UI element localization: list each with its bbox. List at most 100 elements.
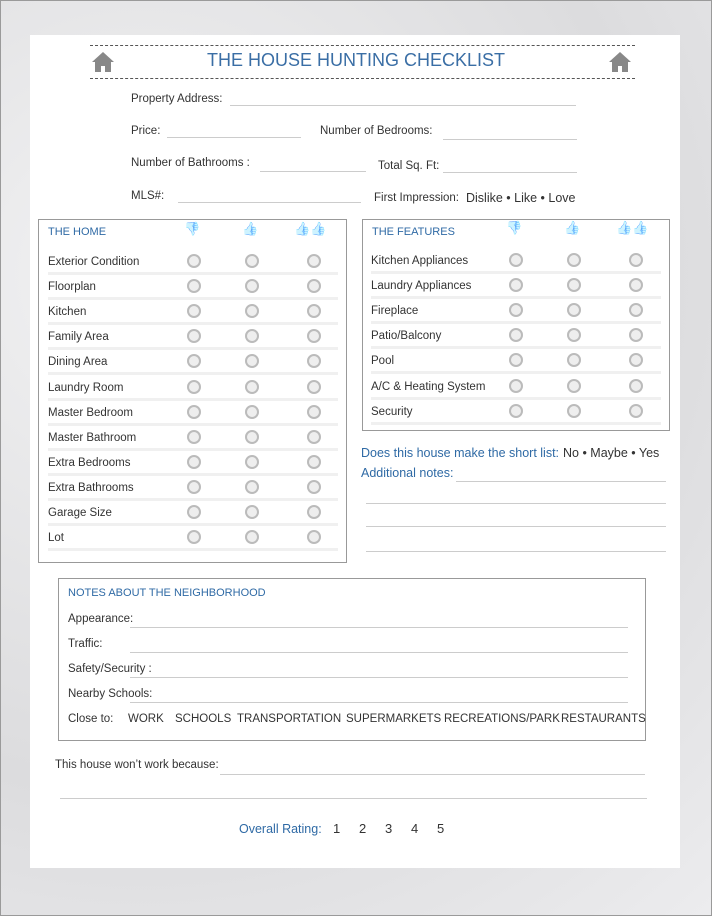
rating-radio[interactable] (509, 403, 523, 418)
rating-radio[interactable] (567, 278, 581, 293)
rating-radio[interactable] (187, 429, 201, 444)
neighborhood-section (58, 578, 646, 741)
rating-radio[interactable] (187, 279, 201, 294)
rating-radio[interactable] (307, 429, 321, 444)
rating-radio[interactable] (307, 479, 321, 494)
mls-label: MLS#: (131, 190, 165, 202)
rating-radio[interactable] (307, 279, 321, 294)
row-divider (48, 297, 338, 301)
rating-radio[interactable] (629, 378, 643, 393)
rating-radio[interactable] (307, 505, 321, 519)
rating-radio[interactable] (307, 404, 321, 419)
close-to-option[interactable]: RESTAURANTS (561, 713, 646, 725)
neighborhood-field[interactable] (130, 652, 628, 653)
rating-radio[interactable] (567, 403, 581, 418)
rating-radio[interactable] (245, 530, 259, 545)
item-label: Extra Bedrooms (48, 456, 131, 469)
rating-radio[interactable] (307, 354, 321, 369)
rating-radio[interactable] (187, 454, 201, 469)
rating-option[interactable]: 1 (333, 821, 341, 836)
rating-radio[interactable] (509, 303, 523, 318)
rating-radio[interactable] (245, 379, 259, 394)
rating-radio[interactable] (245, 429, 259, 444)
neighborhood-field[interactable] (130, 702, 628, 703)
price-field[interactable] (167, 137, 301, 138)
rating-radio[interactable] (187, 479, 201, 494)
rating-radio[interactable] (567, 328, 581, 343)
row-divider (371, 321, 661, 325)
rating-radio[interactable] (187, 404, 201, 419)
rating-radio[interactable] (187, 505, 201, 519)
item-label: Kitchen (48, 306, 87, 319)
rating-radio[interactable] (307, 530, 321, 545)
notes-field[interactable] (456, 481, 666, 482)
price-label: Price: (131, 125, 161, 137)
bedrooms-field[interactable] (443, 139, 577, 140)
rating-radio[interactable] (307, 254, 321, 268)
rating-radio[interactable] (509, 378, 523, 393)
rating-radio[interactable] (187, 329, 201, 344)
rating-radio[interactable] (307, 379, 321, 394)
notes-field[interactable] (366, 526, 666, 527)
address-field[interactable] (230, 105, 576, 106)
bathrooms-field[interactable] (260, 171, 366, 172)
rating-option[interactable]: 4 (411, 821, 419, 836)
rating-radio[interactable] (245, 505, 259, 519)
rating-radio[interactable] (567, 303, 581, 318)
rating-radio[interactable] (245, 404, 259, 419)
house-icon (92, 52, 114, 72)
close-to-option[interactable]: TRANSPORTATION (237, 713, 342, 725)
rating-radio[interactable] (509, 278, 523, 293)
rating-radio[interactable] (509, 353, 523, 368)
wont-work-field[interactable] (220, 774, 645, 775)
rating-option[interactable]: 5 (437, 821, 445, 836)
rating-radio[interactable] (245, 479, 259, 494)
features-title: THE FEATURES (372, 226, 455, 238)
close-to-label: Close to: (68, 713, 114, 725)
neighborhood-field[interactable] (130, 677, 628, 678)
rating-radio[interactable] (245, 454, 259, 469)
rating-option[interactable]: 2 (359, 821, 367, 836)
rating-radio[interactable] (567, 378, 581, 393)
notes-field[interactable] (366, 551, 666, 552)
close-to-option[interactable]: RECREATIONS/PARK (444, 713, 560, 725)
row-divider (48, 523, 338, 526)
shortlist-options[interactable]: No • Maybe • Yes (563, 446, 660, 460)
neighborhood-field[interactable] (130, 627, 628, 628)
rating-radio[interactable] (245, 304, 259, 319)
rating-radio[interactable] (245, 254, 259, 268)
impression-options[interactable]: Dislike • Like • Love (466, 191, 576, 205)
rating-radio[interactable] (307, 454, 321, 469)
rating-radio[interactable] (307, 329, 321, 344)
rating-radio[interactable] (629, 253, 643, 267)
notes-field[interactable] (366, 503, 666, 504)
rating-radio[interactable] (187, 379, 201, 394)
rating-radio[interactable] (567, 353, 581, 368)
rating-radio[interactable] (629, 328, 643, 343)
rating-radio[interactable] (629, 403, 643, 418)
close-to-option[interactable]: WORK (128, 713, 164, 725)
rating-radio[interactable] (187, 530, 201, 545)
rating-radio[interactable] (509, 328, 523, 343)
close-to-option[interactable]: SCHOOLS (175, 713, 232, 725)
rating-radio[interactable] (245, 354, 259, 369)
mls-field[interactable] (178, 202, 361, 203)
rating-radio[interactable] (245, 279, 259, 294)
rating-radio[interactable] (629, 278, 643, 293)
rating-option[interactable]: 3 (385, 821, 393, 836)
rating-radio[interactable] (307, 304, 321, 319)
close-to-option[interactable]: SUPERMARKETS (346, 713, 442, 725)
rating-radio[interactable] (509, 253, 523, 267)
wont-work-field[interactable] (60, 798, 647, 799)
rating-radio[interactable] (629, 353, 643, 368)
sqft-field[interactable] (443, 172, 577, 173)
rating-radio[interactable] (187, 304, 201, 319)
bathrooms-label: Number of Bathrooms : (131, 157, 250, 169)
rating-radio[interactable] (245, 329, 259, 344)
impression-label: First Impression: (374, 192, 459, 204)
thumbs-up-icon: 👍 (242, 221, 259, 236)
rating-radio[interactable] (187, 254, 201, 268)
rating-radio[interactable] (567, 253, 581, 267)
rating-radio[interactable] (629, 303, 643, 318)
rating-radio[interactable] (187, 354, 201, 369)
